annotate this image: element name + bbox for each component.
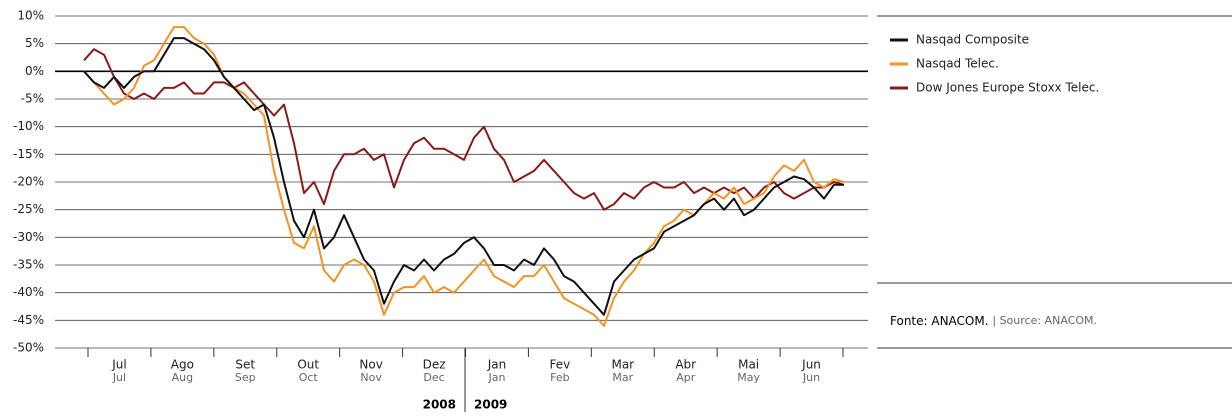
year-label: 2009: [474, 398, 507, 412]
x-tick-sublabel: May: [737, 371, 760, 384]
source-pt: Fonte: ANACOM.: [890, 314, 989, 328]
y-tick-label: 0%: [25, 64, 44, 78]
x-tick-sublabel: Dec: [423, 371, 444, 384]
y-tick-label: -45%: [13, 313, 44, 327]
year-label: 2008: [423, 398, 456, 412]
x-tick-sublabel: Aug: [172, 371, 193, 384]
legend-label: Nasqad Telec.: [916, 57, 999, 71]
x-tick-label: Jul: [111, 358, 126, 372]
x-tick-sublabel: Nov: [360, 371, 382, 384]
y-tick-label: -20%: [13, 175, 44, 189]
x-tick-sublabel: Jan: [487, 371, 505, 384]
x-tick-sublabel: Apr: [676, 371, 696, 384]
x-tick-sublabel: Mar: [612, 371, 633, 384]
x-tick-label: Out: [297, 358, 319, 372]
x-tick-sublabel: Sep: [235, 371, 256, 384]
y-tick-label: 5%: [25, 36, 44, 50]
x-tick-label: Nov: [359, 358, 382, 372]
source: Fonte: ANACOM. | Source: ANACOM.: [890, 314, 1097, 328]
x-tick-sublabel: Feb: [550, 371, 569, 384]
x-tick-label: Fev: [550, 358, 571, 372]
x-tick-label: Abr: [675, 358, 696, 372]
y-tick-label: -50%: [13, 341, 44, 355]
y-tick-label: 10%: [17, 9, 44, 23]
series-line: [83, 26, 845, 327]
x-tick-label: Jan: [487, 358, 507, 372]
x-tick-label: Dez: [423, 358, 446, 372]
x-tick-label: Mar: [611, 358, 634, 372]
x-tick-label: Mai: [738, 358, 759, 372]
y-tick-label: -10%: [13, 119, 44, 133]
y-tick-label: -5%: [21, 92, 44, 106]
legend-label: Nasqad Composite: [916, 33, 1029, 47]
series-line: [83, 37, 844, 316]
x-tick-label: Set: [235, 358, 255, 372]
y-tick-label: -40%: [13, 285, 44, 299]
x-tick-sublabel: Jun: [802, 371, 820, 384]
source-en: | Source: ANACOM.: [992, 314, 1097, 327]
x-tick-label: Ago: [171, 358, 194, 372]
y-tick-label: -35%: [13, 258, 44, 272]
legend-label: Dow Jones Europe Stoxx Telec.: [916, 81, 1099, 95]
y-tick-label: -30%: [13, 230, 44, 244]
series-line: [83, 48, 845, 211]
x-tick-sublabel: Jul: [112, 371, 126, 384]
x-tick-sublabel: Oct: [299, 371, 319, 384]
y-tick-label: -15%: [13, 147, 44, 161]
x-tick-label: Jun: [801, 358, 821, 372]
y-tick-label: -25%: [13, 202, 44, 216]
